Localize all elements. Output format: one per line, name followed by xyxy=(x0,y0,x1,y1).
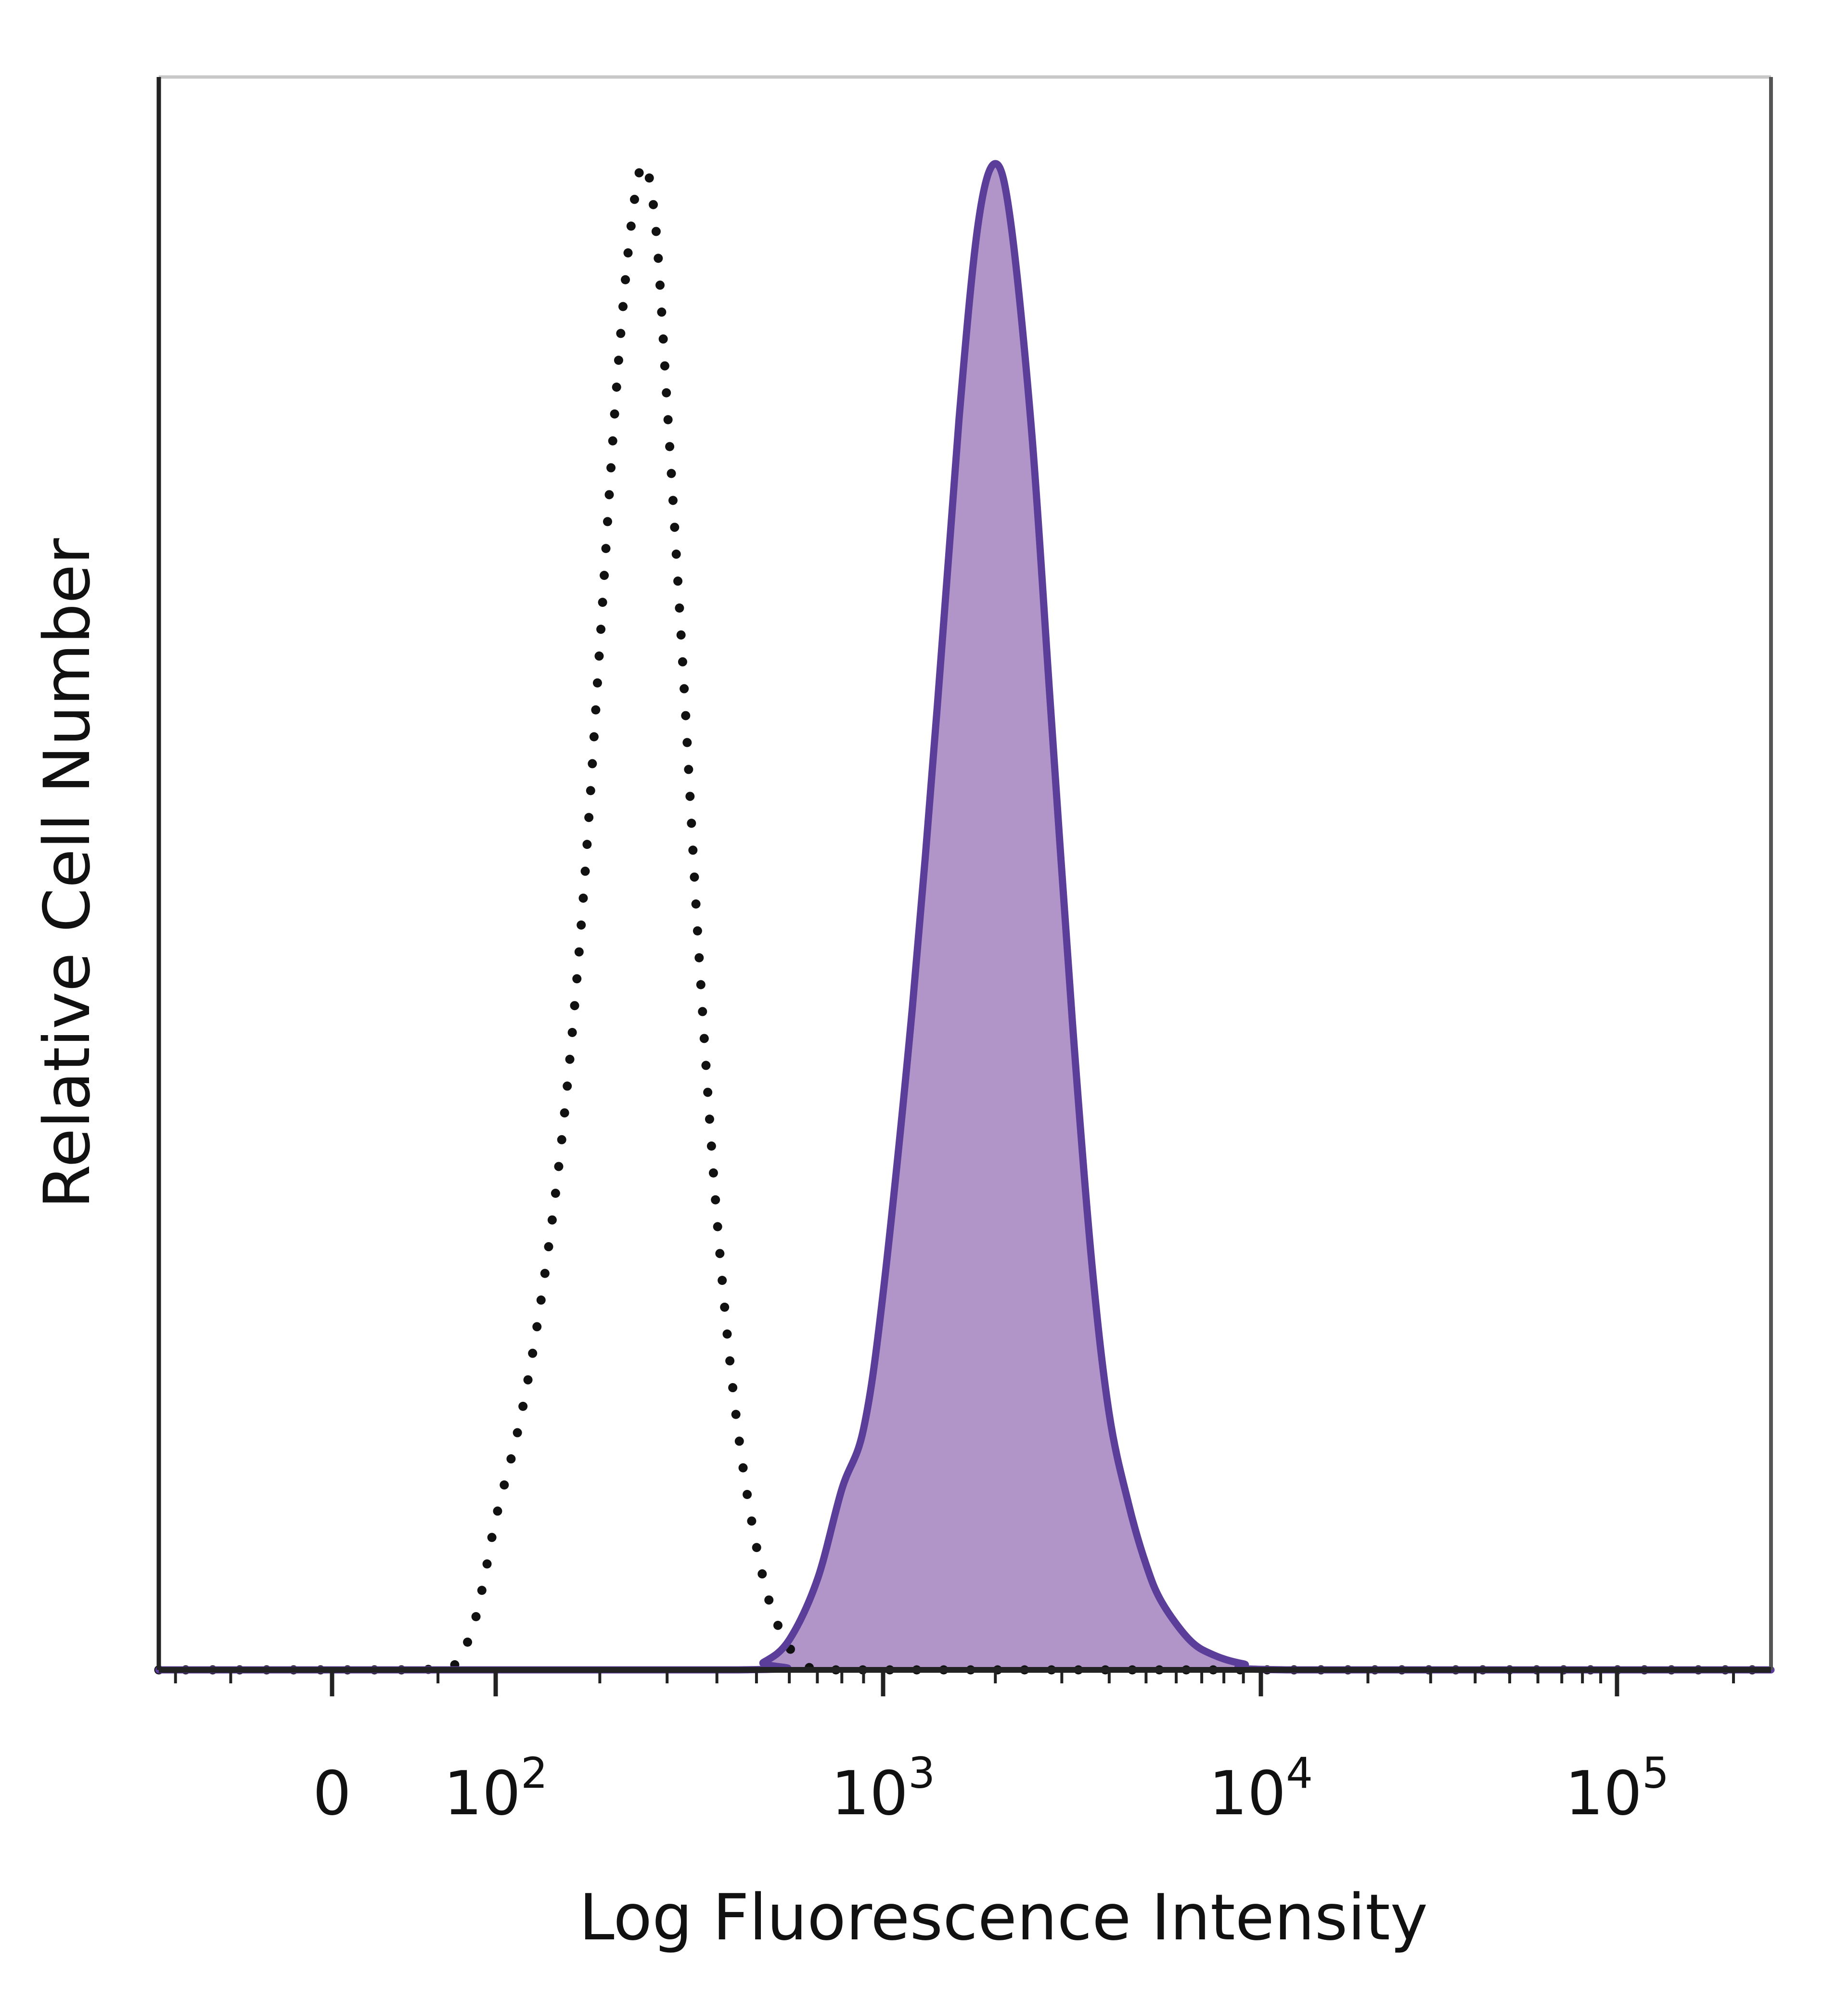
tick-label: 0 xyxy=(313,1758,351,1829)
series-1-line xyxy=(155,160,1775,1674)
x-axis-ticks xyxy=(174,1670,1735,1696)
series-1-fill xyxy=(159,164,1771,1670)
plot-frame xyxy=(156,75,1773,1673)
x-axis-title: Log Fluorescence Intensity xyxy=(579,1881,1428,1955)
tick-label: 105 xyxy=(1565,1748,1669,1829)
tick-label: 104 xyxy=(1209,1748,1313,1829)
series-fills xyxy=(159,164,1771,1670)
series-0-line xyxy=(154,159,1776,1675)
series-lines xyxy=(154,159,1776,1675)
tick-label: 103 xyxy=(831,1748,935,1829)
x-axis-tick-labels: 0 102 103 104 105 xyxy=(313,1748,1669,1829)
tick-label: 102 xyxy=(444,1748,548,1829)
y-axis-title: Relative Cell Number xyxy=(30,538,104,1209)
